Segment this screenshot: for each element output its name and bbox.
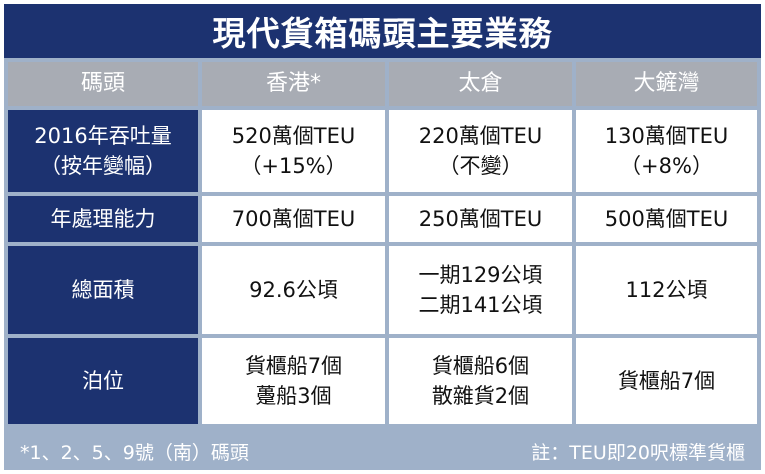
header-dachan-bay: 大鏟灣 [576,62,757,106]
chart-title: 現代貨箱碼頭主要業務 [212,14,553,53]
cell-line: 貨櫃船6個 [431,354,530,378]
cell-line: 92.6公頃 [249,278,338,302]
row-label-line: 2016年吞吐量 [34,124,172,148]
table-cell: 500萬個TEU [576,196,757,242]
cell-line: 520萬個TEU [231,124,356,148]
table-cell: 220萬個TEU （不變） [389,110,572,192]
header-hong-kong: 香港* [202,62,385,106]
row-label-line: 年處理能力 [50,207,156,231]
header-terminal: 碼頭 [8,62,198,106]
table-cell: 112公頃 [576,246,757,334]
cell-line: （不變） [438,154,523,178]
cell-line: 112公頃 [625,278,708,302]
title-bar: 現代貨箱碼頭主要業務 [4,4,761,58]
cell-line: （+8%） [620,154,713,178]
header-label: 太倉 [458,71,503,96]
table-cell: 130萬個TEU （+8%） [576,110,757,192]
table-cell: 250萬個TEU [389,196,572,242]
header-label: 香港* [265,71,321,96]
table-cell: 92.6公頃 [202,246,385,334]
cell-line: 散雜貨2個 [431,384,530,408]
cell-line: 二期141公頃 [418,293,543,317]
row-label-line: 總面積 [71,278,135,302]
table-cell: 520萬個TEU （+15%） [202,110,385,192]
cell-line: 躉船3個 [255,384,332,408]
header-label: 大鏟灣 [633,71,700,96]
row-label-line: 泊位 [82,369,124,393]
table-cell: 貨櫃船7個 [576,338,757,424]
cell-line: 一期129公頃 [418,263,543,287]
cell-line: 130萬個TEU [604,124,729,148]
row-label-capacity: 年處理能力 [8,196,198,242]
cell-line: 700萬個TEU [231,207,356,231]
cell-line: 貨櫃船7個 [617,369,716,393]
table-cell: 貨櫃船6個 散雜貨2個 [389,338,572,424]
row-label-line: （按年變幅） [40,154,166,178]
cell-line: 500萬個TEU [604,207,729,231]
table-cell: 貨櫃船7個 躉船3個 [202,338,385,424]
cell-line: 貨櫃船7個 [244,354,343,378]
footnote-teu: 註：TEU即20呎標準貨櫃 [531,441,745,464]
row-label-area: 總面積 [8,246,198,334]
cell-line: 250萬個TEU [418,207,543,231]
header-label: 碼頭 [80,71,125,96]
row-label-throughput: 2016年吞吐量 （按年變幅） [8,110,198,192]
cell-line: （+15%） [240,154,347,178]
data-table: 碼頭 香港* 太倉 大鏟灣 2016年吞吐量 （按年變幅） 520萬個TEU （… [8,62,757,428]
table-frame: 現代貨箱碼頭主要業務 碼頭 香港* 太倉 大鏟灣 2016年吞吐量 （按年變幅）… [4,4,761,470]
footnote-terminals: *1、2、5、9號（南）碼頭 [20,441,249,464]
header-taicang: 太倉 [389,62,572,106]
table-cell: 一期129公頃 二期141公頃 [389,246,572,334]
cell-line: 220萬個TEU [418,124,543,148]
row-label-berths: 泊位 [8,338,198,424]
table-cell: 700萬個TEU [202,196,385,242]
footer: *1、2、5、9號（南）碼頭 註：TEU即20呎標準貨櫃 [4,432,761,470]
